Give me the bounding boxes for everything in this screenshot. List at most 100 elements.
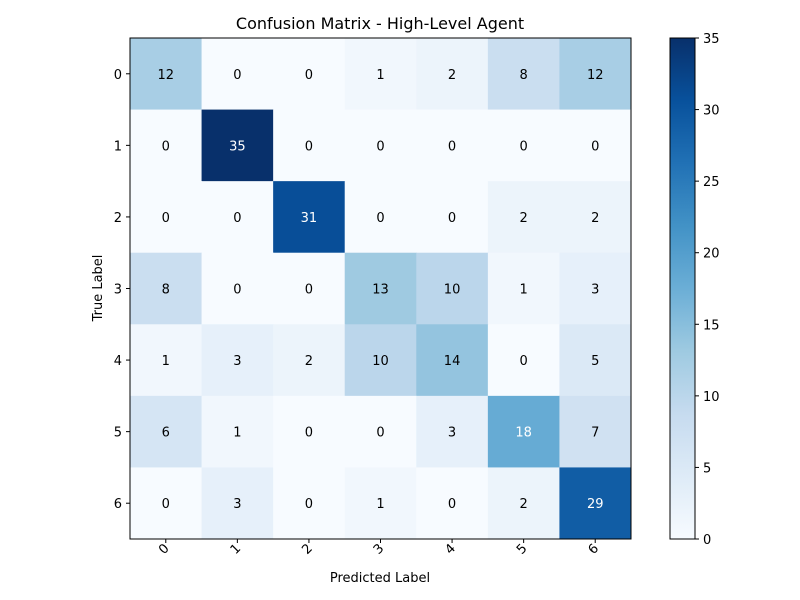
cell-value-label: 0 bbox=[448, 497, 456, 512]
heatmap-cell bbox=[559, 252, 632, 325]
heatmap-cell bbox=[130, 109, 203, 182]
heatmap-cells bbox=[130, 38, 632, 540]
x-tick-label: 2 bbox=[299, 541, 315, 557]
x-axis-ticks: 0 1 2 3 4 5 6 bbox=[156, 539, 602, 558]
y-tick-label: 3 bbox=[114, 283, 122, 298]
heatmap-cell bbox=[344, 467, 417, 540]
heatmap-cell bbox=[273, 324, 346, 397]
cell-value-label: 0 bbox=[448, 211, 456, 226]
cell-value-label: 0 bbox=[520, 139, 528, 154]
heatmap-cell bbox=[559, 395, 632, 468]
cell-value-label: 8 bbox=[520, 68, 528, 83]
cell-value-label: 0 bbox=[233, 211, 241, 226]
y-tick-label: 4 bbox=[114, 354, 122, 369]
cell-value-label: 1 bbox=[376, 497, 384, 512]
colorbar-tick-label: 10 bbox=[703, 390, 720, 405]
heatmap-cell bbox=[130, 252, 203, 325]
colorbar-tick-label: 15 bbox=[703, 318, 720, 333]
y-tick-label: 5 bbox=[114, 426, 122, 441]
heatmap-cell bbox=[487, 181, 560, 254]
x-tick-label: 1 bbox=[228, 541, 244, 557]
x-tick-label: 4 bbox=[442, 541, 458, 557]
heatmap-cell bbox=[130, 181, 203, 254]
colorbar-ticks: 0 5 10 15 20 25 30 35 bbox=[695, 32, 720, 548]
heatmap-cell bbox=[487, 38, 560, 111]
x-tick-label: 6 bbox=[586, 541, 602, 557]
cell-value-label: 2 bbox=[448, 68, 456, 83]
cell-value-label: 0 bbox=[376, 139, 384, 154]
cell-value-label: 0 bbox=[233, 68, 241, 83]
heatmap-cell bbox=[273, 181, 346, 254]
cell-value-label: 12 bbox=[158, 68, 175, 83]
heatmap-cell bbox=[201, 252, 274, 325]
heatmap-cell bbox=[559, 38, 632, 111]
cell-value-label: 3 bbox=[591, 283, 599, 298]
cell-value-label: 31 bbox=[301, 211, 318, 226]
cell-value-label: 7 bbox=[591, 426, 599, 441]
colorbar-tick-label: 0 bbox=[703, 533, 711, 548]
y-tick-label: 6 bbox=[114, 497, 122, 512]
x-tick-label: 5 bbox=[514, 541, 530, 557]
heatmap-cell bbox=[344, 252, 417, 325]
colorbar-tick-label: 25 bbox=[703, 175, 720, 190]
cell-value-label: 0 bbox=[162, 497, 170, 512]
heatmap-cell bbox=[559, 467, 632, 540]
cell-value-label: 35 bbox=[229, 139, 246, 154]
y-tick-label: 0 bbox=[114, 68, 122, 83]
y-axis-label: True Label bbox=[91, 255, 106, 323]
heatmap-cell bbox=[273, 252, 346, 325]
cell-value-label: 8 bbox=[162, 283, 170, 298]
heatmap-cell bbox=[201, 181, 274, 254]
cell-value-label: 1 bbox=[520, 283, 528, 298]
heatmap-cell bbox=[487, 395, 560, 468]
heatmap-cell bbox=[416, 181, 489, 254]
cell-value-label: 1 bbox=[162, 354, 170, 369]
cell-value-label: 0 bbox=[591, 139, 599, 154]
heatmap-cell bbox=[416, 324, 489, 397]
heatmap-cell bbox=[273, 395, 346, 468]
cell-value-label: 18 bbox=[515, 426, 532, 441]
colorbar bbox=[669, 37, 696, 540]
cell-value-label: 0 bbox=[162, 211, 170, 226]
cell-value-label: 0 bbox=[305, 68, 313, 83]
colorbar-tick-label: 20 bbox=[703, 247, 720, 262]
heatmap-cell bbox=[273, 38, 346, 111]
cell-value-label: 0 bbox=[376, 211, 384, 226]
cell-value-label: 13 bbox=[372, 283, 389, 298]
heatmap-cell bbox=[273, 109, 346, 182]
heatmap-cell bbox=[416, 395, 489, 468]
heatmap-cell bbox=[344, 181, 417, 254]
cell-value-label: 3 bbox=[233, 497, 241, 512]
heatmap-cell bbox=[344, 109, 417, 182]
heatmap-cell bbox=[201, 38, 274, 111]
chart-title: Confusion Matrix - High-Level Agent bbox=[236, 14, 524, 33]
heatmap-cell bbox=[130, 395, 203, 468]
heatmap-cell bbox=[487, 467, 560, 540]
cell-value-label: 10 bbox=[444, 283, 461, 298]
heatmap-cell bbox=[487, 252, 560, 325]
cell-value-label: 12 bbox=[587, 68, 604, 83]
cell-value-label: 29 bbox=[587, 497, 604, 512]
heatmap-cell bbox=[130, 467, 203, 540]
cell-value-label: 0 bbox=[305, 497, 313, 512]
colorbar-tick-label: 5 bbox=[703, 461, 711, 476]
cell-value-label: 0 bbox=[448, 139, 456, 154]
heatmap-cell bbox=[559, 109, 632, 182]
cell-value-label: 2 bbox=[520, 211, 528, 226]
y-axis-ticks: 0 1 2 3 4 5 6 bbox=[114, 68, 130, 512]
cell-value-label: 2 bbox=[305, 354, 313, 369]
cell-value-label: 1 bbox=[233, 426, 241, 441]
colorbar-tick-label: 30 bbox=[703, 104, 720, 119]
heatmap-cell bbox=[416, 109, 489, 182]
y-tick-label: 1 bbox=[114, 139, 122, 154]
heatmap-cell-labels: 12 0 0 1 2 8 120 35 0 0 0 0 00 0 31 0 0 2 28 0 0 13 10 1 31 3 2 10 1… bbox=[158, 68, 604, 512]
cell-value-label: 0 bbox=[520, 354, 528, 369]
cell-value-label: 0 bbox=[305, 426, 313, 441]
heatmap-cell bbox=[130, 38, 203, 111]
x-tick-label: 0 bbox=[156, 541, 172, 557]
heatmap-cell bbox=[344, 395, 417, 468]
cell-value-label: 14 bbox=[444, 354, 461, 369]
cell-value-label: 2 bbox=[591, 211, 599, 226]
x-axis-label: Predicted Label bbox=[330, 571, 430, 586]
